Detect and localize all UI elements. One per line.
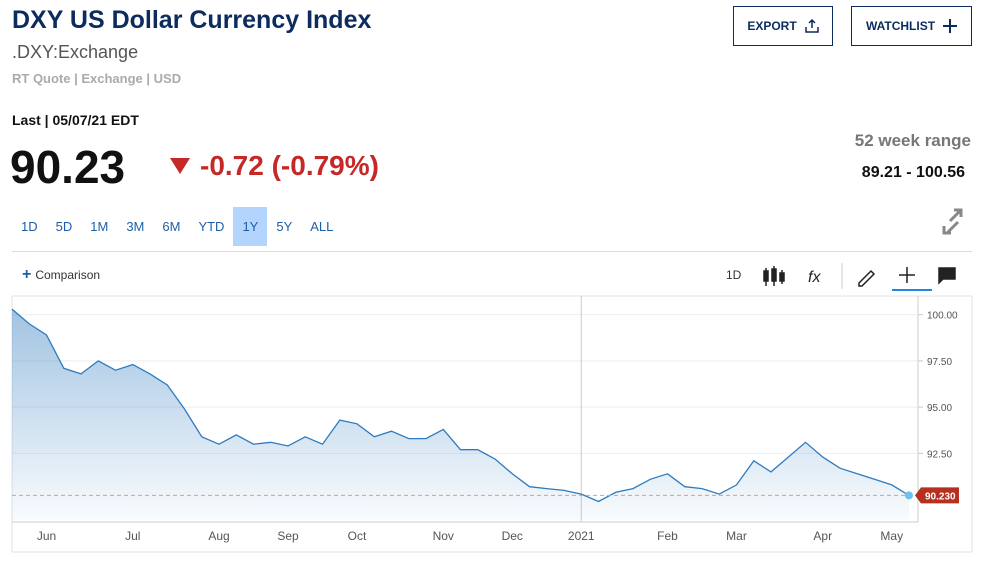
- crosshair-icon[interactable]: [899, 267, 915, 283]
- x-tick-label: May: [880, 529, 903, 543]
- interval-button[interactable]: 1D: [726, 268, 742, 282]
- price-line: [11, 308, 910, 503]
- price: 90.23: [10, 141, 126, 193]
- comparison-label: Comparison: [35, 268, 101, 282]
- title: DXY US Dollar Currency Index: [12, 6, 372, 34]
- range-tab[interactable]: 5D: [55, 219, 73, 234]
- x-tick-label: Aug: [208, 529, 229, 543]
- range-tab[interactable]: 1D: [21, 219, 38, 234]
- plus-icon: [943, 19, 958, 33]
- range-value: 89.21 - 100.56: [861, 164, 965, 181]
- change: -0.72 (-0.79%): [170, 150, 379, 182]
- divider: [12, 251, 972, 252]
- range-tab[interactable]: ALL: [310, 219, 334, 234]
- x-tick-label: 2021: [568, 529, 595, 543]
- x-tick-label: Jul: [125, 529, 140, 543]
- x-tick-label: Dec: [502, 529, 523, 543]
- studies-icon[interactable]: fx: [808, 269, 821, 286]
- watchlist-button[interactable]: WATCHLIST: [851, 6, 972, 46]
- range-label: 52 week range: [854, 131, 971, 150]
- x-tick-label: Sep: [277, 529, 299, 543]
- range-tab[interactable]: YTD: [198, 219, 225, 234]
- x-tick-label: Jun: [37, 529, 56, 543]
- export-icon: [804, 19, 819, 33]
- change-value: -0.72 (-0.79%): [200, 150, 379, 181]
- range-tab[interactable]: 1M: [90, 219, 109, 234]
- quote-meta: RT Quote | Exchange | USD: [12, 71, 182, 86]
- x-tick-label: Nov: [433, 529, 454, 543]
- symbol: .DXY:Exchange: [12, 42, 139, 62]
- x-tick-label: Oct: [348, 529, 367, 543]
- y-tick-label: 92.50: [927, 449, 952, 460]
- expand-icon[interactable]: [942, 208, 963, 235]
- watchlist-label: WATCHLIST: [865, 19, 936, 33]
- current-label: 90.230: [925, 491, 956, 502]
- last-time: Last | 05/07/21 EDT: [12, 112, 139, 128]
- range-tab[interactable]: 3M: [126, 219, 145, 234]
- comment-icon[interactable]: [938, 267, 956, 285]
- y-tick-label: 95.00: [927, 403, 952, 414]
- range-tabs: 1D 5D 1M 3M 6M YTD 1Y 5Y ALL: [12, 207, 342, 246]
- down-arrow: [170, 158, 190, 174]
- range-tab[interactable]: 5Y: [276, 219, 293, 234]
- range-tab[interactable]: 6M: [162, 219, 181, 234]
- export-label: EXPORT: [747, 19, 797, 33]
- x-tick-label: Mar: [726, 529, 747, 543]
- y-tick-label: 97.50: [927, 357, 952, 368]
- area-fill: [12, 309, 909, 520]
- range-tab[interactable]: 1Y: [233, 207, 268, 246]
- candles-icon[interactable]: [763, 266, 785, 286]
- export-button[interactable]: EXPORT: [733, 6, 833, 46]
- x-tick-label: Feb: [657, 529, 678, 543]
- x-tick-label: Apr: [813, 529, 832, 543]
- draw-icon[interactable]: [858, 269, 876, 287]
- chart-tools: fx: [763, 208, 963, 291]
- y-tick-label: 100.00: [927, 311, 958, 322]
- current-dot: [905, 491, 913, 500]
- comparison-button[interactable]: + Comparison: [22, 266, 101, 283]
- current-tag: [915, 487, 959, 504]
